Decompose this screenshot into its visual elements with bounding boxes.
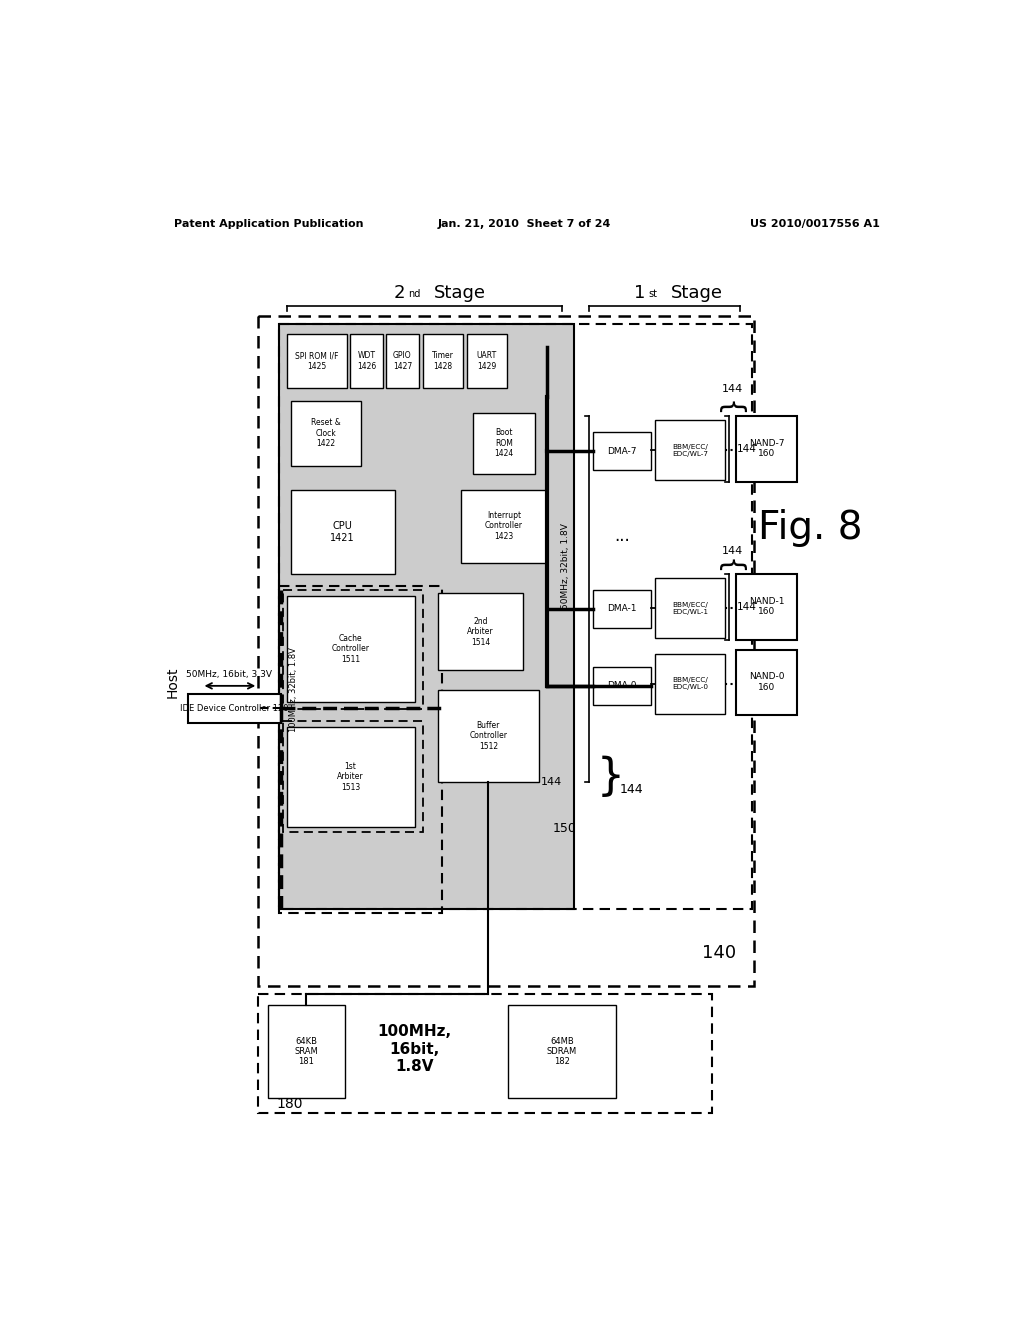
Text: CPU
1421: CPU 1421 (331, 521, 355, 543)
Text: 1: 1 (634, 284, 645, 302)
Bar (291, 401, 360, 466)
Text: DMA-0: DMA-0 (607, 681, 637, 690)
Text: Timer
1428: Timer 1428 (432, 351, 454, 371)
Text: 2: 2 (393, 284, 406, 302)
Text: {: { (715, 400, 742, 417)
Text: IDE Device Controller 120: IDE Device Controller 120 (180, 704, 289, 713)
Text: DMA-7: DMA-7 (607, 446, 637, 455)
Text: 144: 144 (722, 546, 743, 556)
Bar (438, 689, 539, 781)
Text: 140: 140 (701, 944, 735, 962)
Text: GPIO
1427: GPIO 1427 (393, 351, 412, 371)
Bar (287, 334, 347, 388)
Bar (287, 595, 415, 702)
Text: 100MHz,
16bit,
1.8V: 100MHz, 16bit, 1.8V (378, 1024, 452, 1074)
Bar (467, 334, 507, 388)
Bar (280, 323, 752, 909)
Text: Interrupt
Controller
1423: Interrupt Controller 1423 (485, 511, 523, 541)
Text: Fig. 8: Fig. 8 (758, 510, 862, 546)
Text: 180: 180 (276, 1097, 303, 1111)
Text: 1st
Arbiter
1513: 1st Arbiter 1513 (337, 762, 364, 792)
Text: NAND-1
160: NAND-1 160 (749, 597, 784, 616)
Bar (350, 334, 383, 388)
Text: Boot
ROM
1424: Boot ROM 1424 (495, 429, 513, 458)
Text: BBM/ECC/
EDC/WL-0: BBM/ECC/ EDC/WL-0 (672, 677, 708, 690)
Bar (287, 726, 415, 826)
Text: 144: 144 (736, 444, 757, 454)
Text: Buffer
Controller
1512: Buffer Controller 1512 (469, 721, 507, 751)
Text: US 2010/0017556 A1: US 2010/0017556 A1 (750, 219, 880, 228)
Bar (655, 420, 725, 480)
Text: 144: 144 (722, 384, 743, 395)
Bar (267, 1006, 345, 1098)
Text: UART
1429: UART 1429 (477, 351, 497, 371)
Text: BBM/ECC/
EDC/WL-7: BBM/ECC/ EDC/WL-7 (672, 444, 708, 457)
Text: 2nd
Arbiter
1514: 2nd Arbiter 1514 (467, 616, 494, 647)
Bar (473, 412, 535, 474)
Bar (593, 590, 651, 628)
Text: Cache
Controller
1511: Cache Controller 1511 (332, 634, 370, 664)
Bar (283, 721, 423, 832)
Bar (736, 649, 797, 715)
Text: Stage: Stage (671, 284, 723, 302)
Bar (508, 1006, 616, 1098)
Bar (593, 432, 651, 470)
Text: Patent Application Publication: Patent Application Publication (174, 219, 364, 228)
Text: {: { (715, 557, 742, 576)
Text: 144: 144 (736, 602, 757, 611)
Text: 144: 144 (541, 777, 562, 787)
Bar (280, 323, 573, 909)
Bar (386, 334, 419, 388)
Text: BBM/ECC/
EDC/WL-1: BBM/ECC/ EDC/WL-1 (672, 602, 708, 615)
Text: st: st (648, 289, 657, 300)
Text: NAND-7
160: NAND-7 160 (749, 440, 784, 458)
Text: nd: nd (409, 289, 421, 300)
Text: 64MB
SDRAM
182: 64MB SDRAM 182 (547, 1036, 578, 1067)
Text: WDT
1426: WDT 1426 (357, 351, 377, 371)
Text: NAND-0
160: NAND-0 160 (749, 672, 784, 692)
Bar (258, 317, 755, 986)
Text: 64KB
SRAM
181: 64KB SRAM 181 (294, 1036, 318, 1067)
Text: DMA-1: DMA-1 (607, 605, 637, 614)
Bar (593, 667, 651, 705)
Bar (283, 590, 423, 709)
Bar (461, 490, 547, 562)
Text: Reset &
Clock
1422: Reset & Clock 1422 (310, 418, 341, 449)
Text: 50MHz, 32bit, 1.8V: 50MHz, 32bit, 1.8V (561, 524, 570, 610)
Text: 150: 150 (553, 822, 577, 834)
Bar (736, 574, 797, 640)
Bar (291, 490, 395, 574)
Text: 100MHz, 32bit, 1.8V: 100MHz, 32bit, 1.8V (289, 647, 298, 733)
Bar (438, 594, 523, 671)
Bar (187, 693, 281, 723)
Text: {: { (587, 752, 614, 796)
Text: 142: 142 (347, 795, 389, 816)
Text: Stage: Stage (434, 284, 486, 302)
Bar (258, 994, 712, 1113)
Text: Host: Host (166, 667, 180, 698)
Text: 50MHz, 16bit, 3.3V: 50MHz, 16bit, 3.3V (185, 669, 271, 678)
Bar (280, 586, 442, 913)
Bar (736, 416, 797, 482)
Bar (655, 578, 725, 638)
Text: ...: ... (613, 527, 630, 545)
Text: SPI ROM I/F
1425: SPI ROM I/F 1425 (295, 351, 339, 371)
Text: 144: 144 (620, 783, 643, 796)
Bar (423, 334, 463, 388)
Bar (655, 653, 725, 714)
Text: Jan. 21, 2010  Sheet 7 of 24: Jan. 21, 2010 Sheet 7 of 24 (438, 219, 611, 228)
